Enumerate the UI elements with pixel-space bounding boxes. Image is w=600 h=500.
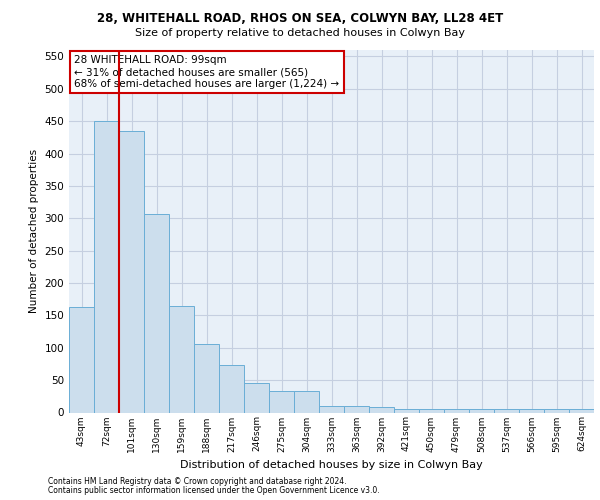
Text: Contains HM Land Registry data © Crown copyright and database right 2024.: Contains HM Land Registry data © Crown c…	[48, 477, 347, 486]
Text: 28 WHITEHALL ROAD: 99sqm
← 31% of detached houses are smaller (565)
68% of semi-: 28 WHITEHALL ROAD: 99sqm ← 31% of detach…	[74, 56, 340, 88]
Bar	[294, 391, 319, 412]
Bar	[494, 410, 519, 412]
Bar	[394, 410, 419, 412]
Bar	[519, 410, 544, 412]
Bar	[219, 365, 244, 412]
Bar	[369, 408, 394, 412]
Text: Contains public sector information licensed under the Open Government Licence v3: Contains public sector information licen…	[48, 486, 380, 495]
Y-axis label: Number of detached properties: Number of detached properties	[29, 149, 39, 314]
Bar	[144, 214, 169, 412]
X-axis label: Distribution of detached houses by size in Colwyn Bay: Distribution of detached houses by size …	[180, 460, 483, 470]
Bar	[569, 410, 594, 412]
Bar	[319, 406, 344, 412]
Bar	[94, 121, 119, 412]
Bar	[544, 410, 569, 412]
Text: 28, WHITEHALL ROAD, RHOS ON SEA, COLWYN BAY, LL28 4ET: 28, WHITEHALL ROAD, RHOS ON SEA, COLWYN …	[97, 12, 503, 26]
Bar	[119, 131, 144, 412]
Bar	[469, 410, 494, 412]
Bar	[344, 406, 369, 412]
Bar	[444, 410, 469, 412]
Bar	[169, 306, 194, 412]
Text: Size of property relative to detached houses in Colwyn Bay: Size of property relative to detached ho…	[135, 28, 465, 38]
Bar	[244, 384, 269, 412]
Bar	[194, 344, 219, 412]
Bar	[69, 307, 94, 412]
Bar	[419, 410, 444, 412]
Bar	[269, 391, 294, 412]
